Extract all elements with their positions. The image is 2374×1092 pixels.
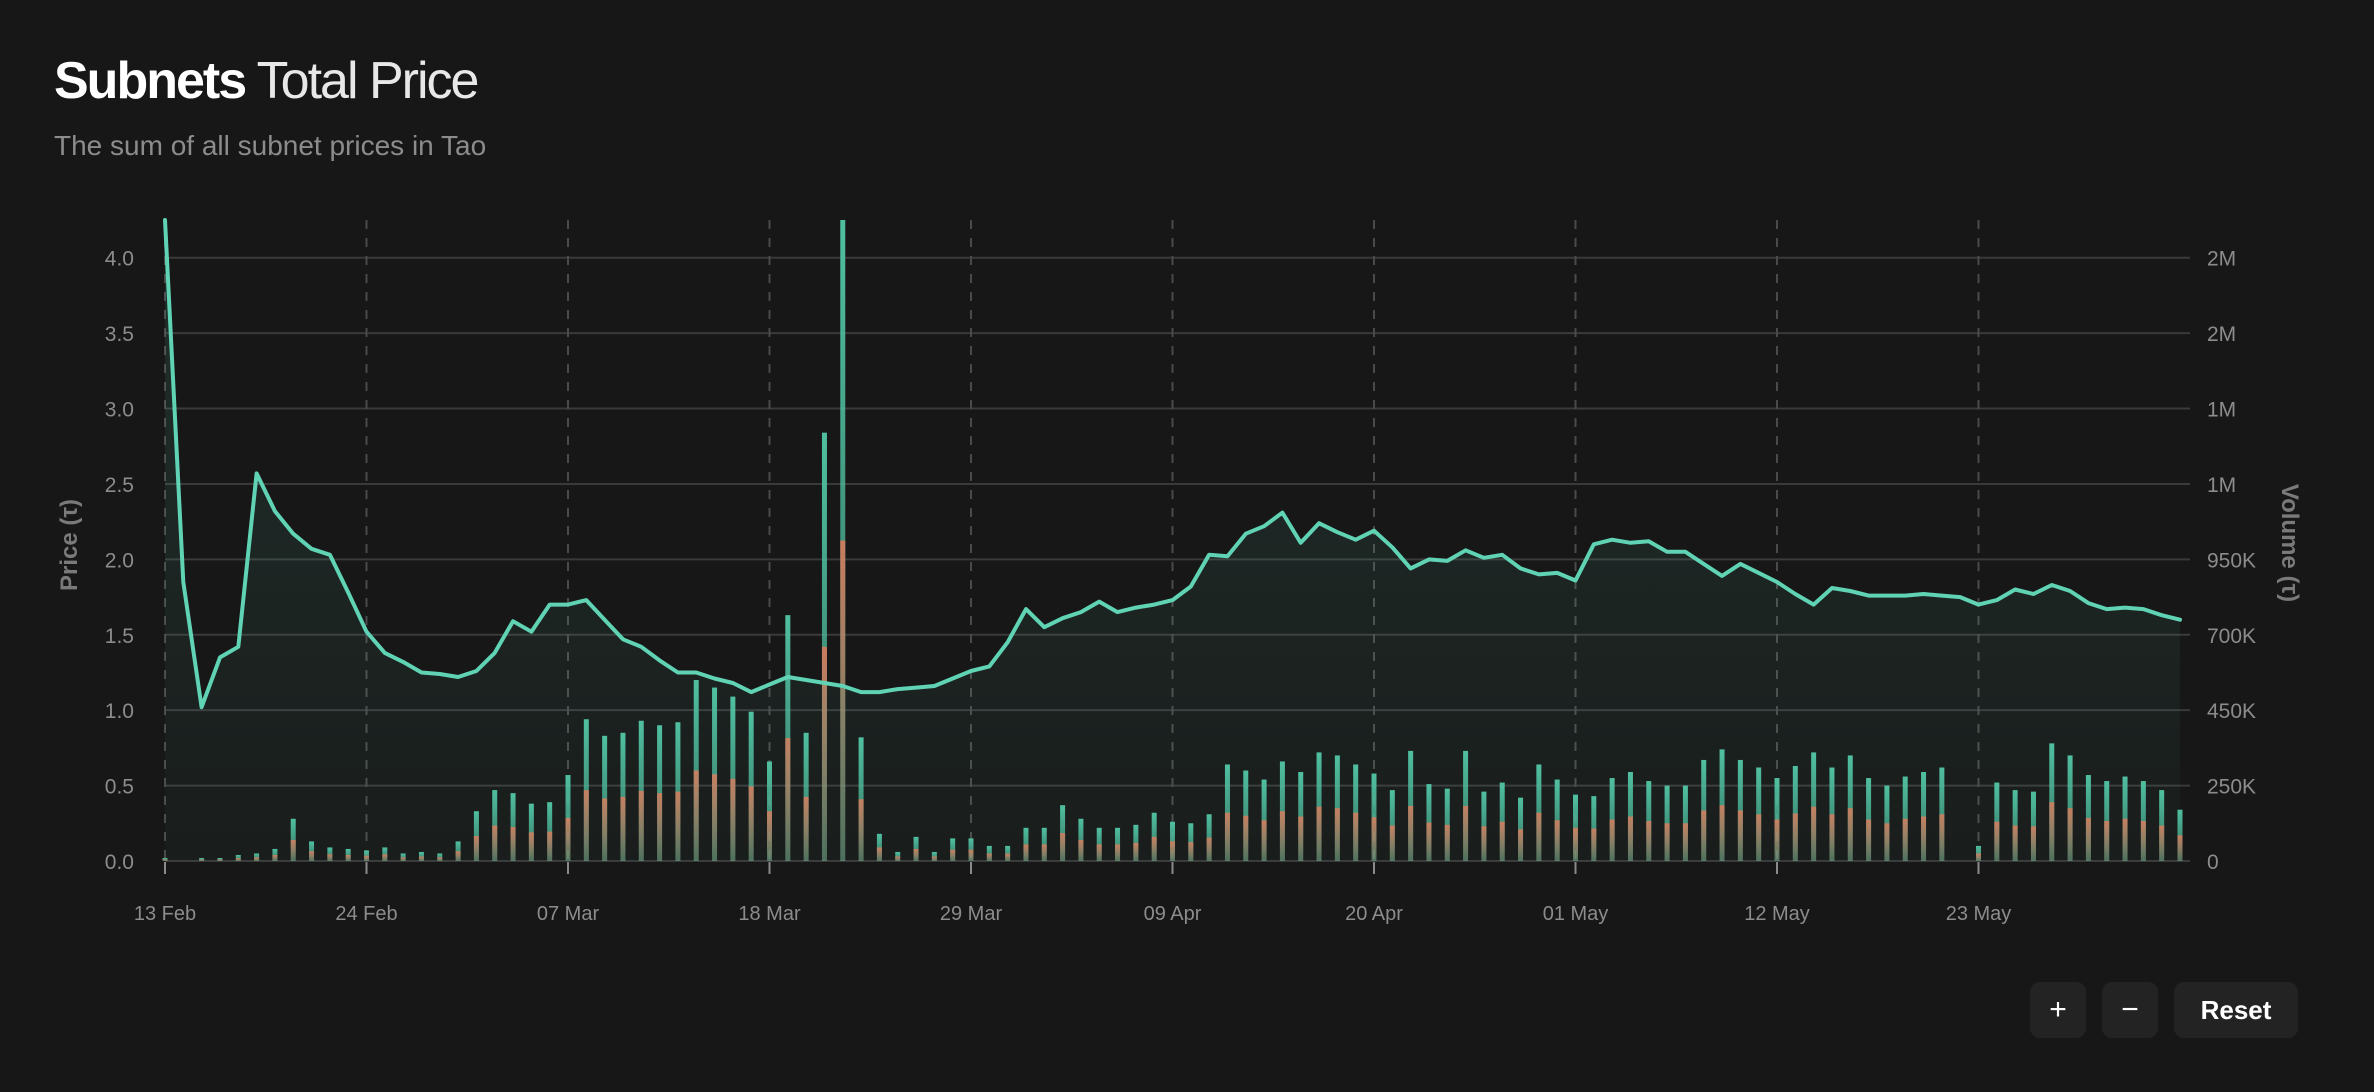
x-tick-label: 24 Feb (335, 903, 397, 925)
y2-tick-label: 0 (2207, 851, 2219, 874)
price-line (163, 218, 2182, 710)
title-bold: Subnets (54, 52, 247, 110)
x-tick-label: 01 May (1543, 903, 1609, 925)
x-tick-label: 23 May (1946, 903, 2012, 925)
price-area (165, 220, 2180, 861)
header: Subnets Total Price The sum of all subne… (54, 46, 486, 162)
y-tick-label: 1.0 (105, 700, 134, 723)
x-tick-label: 07 Mar (537, 903, 600, 925)
y2-tick-label: 2M (2207, 323, 2236, 346)
x-tick-label: 09 Apr (1144, 903, 1202, 925)
x-tick-label: 13 Feb (134, 903, 196, 925)
y-tick-label: 4.0 (105, 248, 134, 271)
zoom-in-button[interactable]: + (2030, 982, 2086, 1038)
x-tick-label: 12 May (1744, 903, 1810, 925)
x-tick-label: 20 Apr (1345, 903, 1403, 925)
y-tick-label: 3.0 (105, 399, 134, 422)
y2-tick-label: 700K (2207, 625, 2256, 648)
x-tick-label: 29 Mar (940, 903, 1003, 925)
y2-tick-label: 950K (2207, 549, 2256, 572)
y-tick-label: 0.0 (105, 851, 134, 874)
title-light: Total Price (256, 52, 480, 110)
chart-controls: + − Reset (2030, 982, 2298, 1038)
y-tick-label: 0.5 (105, 776, 134, 799)
y2-tick-label: 250K (2207, 776, 2256, 799)
y2-tick-label: 1M (2207, 474, 2236, 497)
y-axis-label: Price (τ) (56, 499, 83, 591)
y-tick-label: 2.0 (105, 549, 134, 572)
y2-tick-label: 1M (2207, 399, 2236, 422)
page-subtitle: The sum of all subnet prices in Tao (54, 130, 487, 161)
y2-tick-label: 450K (2207, 700, 2256, 723)
y-tick-label: 1.5 (105, 625, 134, 648)
x-tick-label: 18 Mar (738, 903, 801, 925)
reset-button[interactable]: Reset (2174, 982, 2298, 1038)
y-tick-label: 2.5 (105, 474, 134, 497)
page-title: Subnets Total Price (54, 46, 486, 116)
zoom-out-button[interactable]: − (2102, 982, 2158, 1038)
y-tick-label: 3.5 (105, 323, 134, 346)
y2-axis-label: Volume (τ) (2276, 484, 2303, 602)
y2-tick-label: 2M (2207, 248, 2236, 271)
